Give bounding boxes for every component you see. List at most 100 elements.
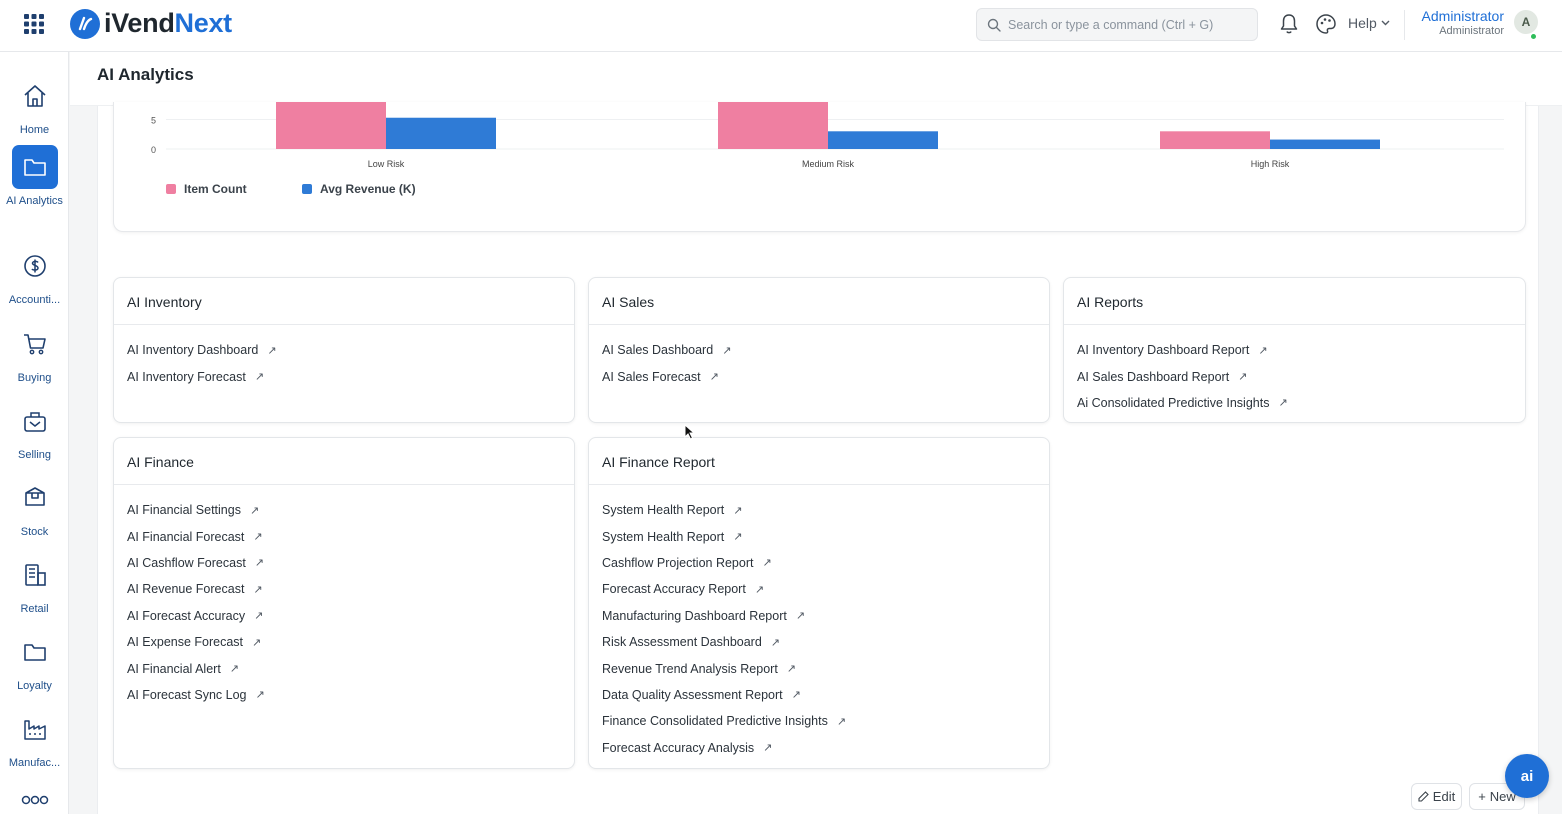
card-link-label: Ai Consolidated Predictive Insights bbox=[1077, 395, 1270, 410]
sidebar-item-label: Home bbox=[19, 124, 50, 136]
card-link[interactable]: Finance Consolidated Predictive Insights… bbox=[602, 708, 1049, 734]
risk-bar-chart: 5 0 Low Risk Medium Risk High Risk Item Count… bbox=[151, 102, 1504, 196]
card-link[interactable]: AI Financial Alert ↗ bbox=[127, 655, 574, 681]
card-link[interactable]: Revenue Trend Analysis Report ↗ bbox=[602, 655, 1049, 681]
card-link[interactable]: AI Cashflow Forecast ↗ bbox=[127, 550, 574, 576]
card-link[interactable]: Data Quality Assessment Report ↗ bbox=[602, 682, 1049, 708]
card-link-label: Cashflow Projection Report bbox=[602, 555, 754, 570]
y-tick-label: 5 bbox=[151, 116, 156, 126]
card-link[interactable]: AI Sales Dashboard ↗ bbox=[602, 337, 1049, 363]
sidebar-item-buying[interactable]: Buying bbox=[0, 322, 69, 385]
external-arrow-icon: ↗ bbox=[733, 504, 743, 517]
card-title: AI Inventory bbox=[114, 278, 574, 325]
home-icon bbox=[12, 74, 58, 118]
legend-swatch bbox=[166, 184, 176, 194]
card-link[interactable]: System Health Report ↗ bbox=[602, 497, 1049, 523]
palette-icon[interactable] bbox=[1315, 13, 1337, 35]
card-link[interactable]: Forecast Accuracy Analysis ↗ bbox=[602, 735, 1049, 761]
bar-item-count[interactable] bbox=[718, 102, 828, 149]
card-link[interactable]: Risk Assessment Dashboard ↗ bbox=[602, 629, 1049, 655]
card-link[interactable]: AI Expense Forecast ↗ bbox=[127, 629, 574, 655]
card-link-label: System Health Report bbox=[602, 529, 725, 544]
help-label: Help bbox=[1348, 15, 1377, 31]
card-link[interactable]: Forecast Accuracy Report ↗ bbox=[602, 576, 1049, 602]
edit-button[interactable]: Edit bbox=[1411, 783, 1462, 810]
card-link[interactable]: Cashflow Projection Report ↗ bbox=[602, 550, 1049, 576]
sidebar-item-label: Stock bbox=[20, 526, 49, 538]
card-link[interactable]: AI Sales Forecast ↗ bbox=[602, 363, 1049, 389]
card-link-label: AI Inventory Forecast bbox=[127, 369, 246, 384]
card-title: AI Finance bbox=[114, 438, 574, 485]
legend-label[interactable]: Avg Revenue (K) bbox=[320, 182, 416, 196]
apps-grid-icon[interactable] bbox=[22, 12, 46, 36]
external-arrow-icon: ↗ bbox=[770, 636, 781, 649]
folder-icon bbox=[12, 630, 58, 674]
legend-swatch bbox=[302, 184, 312, 194]
search-input[interactable] bbox=[1008, 17, 1248, 32]
card-link[interactable]: System Health Report ↗ bbox=[602, 523, 1049, 549]
sidebar-item-loyalty[interactable]: Loyalty bbox=[0, 630, 69, 693]
card-link-label: AI Inventory Dashboard Report bbox=[1077, 343, 1250, 358]
card-link-label: AI Sales Forecast bbox=[602, 369, 701, 384]
avatar[interactable]: A bbox=[1514, 10, 1538, 34]
header-divider bbox=[1404, 10, 1405, 40]
card-ai-reports: AI Reports AI Inventory Dashboard Report… bbox=[1063, 277, 1526, 423]
ai-assistant-button[interactable]: ai bbox=[1505, 754, 1549, 798]
sidebar-item-retail[interactable]: Retail bbox=[0, 553, 69, 616]
sidebar-item-home[interactable]: Home bbox=[0, 74, 69, 137]
app-logo[interactable]: iVendNext bbox=[70, 8, 232, 39]
card-link[interactable]: AI Inventory Forecast ↗ bbox=[127, 363, 574, 389]
sidebar-item-more[interactable] bbox=[0, 778, 69, 814]
card-link-label: AI Financial Alert bbox=[127, 661, 221, 676]
external-arrow-icon: ↗ bbox=[733, 531, 743, 544]
card-link[interactable]: AI Forecast Accuracy ↗ bbox=[127, 603, 574, 629]
card-link-label: AI Sales Dashboard bbox=[602, 343, 714, 358]
x-tick-label: Medium Risk bbox=[802, 159, 855, 169]
sidebar-item-label: Accounti... bbox=[8, 294, 61, 306]
new-label: New bbox=[1489, 789, 1516, 804]
external-arrow-icon: ↗ bbox=[254, 610, 264, 623]
card-link[interactable]: AI Inventory Dashboard ↗ bbox=[127, 337, 574, 363]
sidebar-item-ai-analytics[interactable]: AI Analytics bbox=[0, 145, 69, 208]
card-link[interactable]: AI Inventory Dashboard Report ↗ bbox=[1077, 337, 1525, 363]
cart-icon bbox=[12, 322, 58, 366]
logo-suffix: Next bbox=[174, 8, 233, 38]
card-link[interactable]: AI Forecast Sync Log ↗ bbox=[127, 682, 574, 708]
legend-label[interactable]: Item Count bbox=[184, 182, 247, 196]
card-link[interactable]: Ai Consolidated Predictive Insights ↗ bbox=[1077, 390, 1525, 416]
sidebar-item-selling[interactable]: Selling bbox=[0, 399, 69, 462]
bar-avg-revenue[interactable] bbox=[1270, 139, 1380, 149]
mouse-cursor-icon bbox=[684, 424, 696, 440]
page-header: AI Analytics bbox=[70, 52, 1562, 106]
sidebar-item-stock[interactable]: Stock bbox=[0, 476, 69, 539]
card-link[interactable]: AI Financial Forecast ↗ bbox=[127, 523, 574, 549]
logo-mark-icon bbox=[70, 8, 100, 39]
notification-bell-icon[interactable] bbox=[1279, 13, 1299, 35]
card-link[interactable]: AI Financial Settings ↗ bbox=[127, 497, 574, 523]
external-arrow-icon: ↗ bbox=[229, 663, 240, 676]
bar-avg-revenue[interactable] bbox=[828, 131, 938, 149]
user-role: Administrator bbox=[1439, 25, 1504, 37]
user-info[interactable]: Administrator Administrator bbox=[1412, 8, 1504, 37]
bar-avg-revenue[interactable] bbox=[386, 117, 496, 149]
selling-icon bbox=[12, 399, 58, 443]
card-title: AI Finance Report bbox=[589, 438, 1049, 485]
external-arrow-icon: ↗ bbox=[253, 583, 263, 596]
bar-item-count[interactable] bbox=[1160, 131, 1270, 149]
card-title: AI Sales bbox=[589, 278, 1049, 325]
external-arrow-icon: ↗ bbox=[836, 715, 847, 728]
bar-item-count[interactable] bbox=[276, 102, 386, 149]
help-menu[interactable]: Help bbox=[1348, 15, 1390, 31]
card-link[interactable]: AI Revenue Forecast ↗ bbox=[127, 576, 574, 602]
card-link-label: AI Expense Forecast bbox=[127, 635, 244, 650]
card-link[interactable]: Manufacturing Dashboard Report ↗ bbox=[602, 603, 1049, 629]
search-bar[interactable] bbox=[976, 8, 1258, 41]
external-arrow-icon: ↗ bbox=[754, 583, 765, 596]
card-link[interactable]: AI Sales Dashboard Report ↗ bbox=[1077, 363, 1525, 389]
new-button[interactable]: + New bbox=[1469, 783, 1525, 810]
external-arrow-icon: ↗ bbox=[762, 557, 772, 570]
card-link-label: Risk Assessment Dashboard bbox=[602, 635, 762, 650]
sidebar-item-label: Manufac... bbox=[8, 757, 61, 769]
sidebar-item-accounting[interactable]: Accounti... bbox=[0, 244, 69, 307]
sidebar-item-manufacturing[interactable]: Manufac... bbox=[0, 707, 69, 770]
